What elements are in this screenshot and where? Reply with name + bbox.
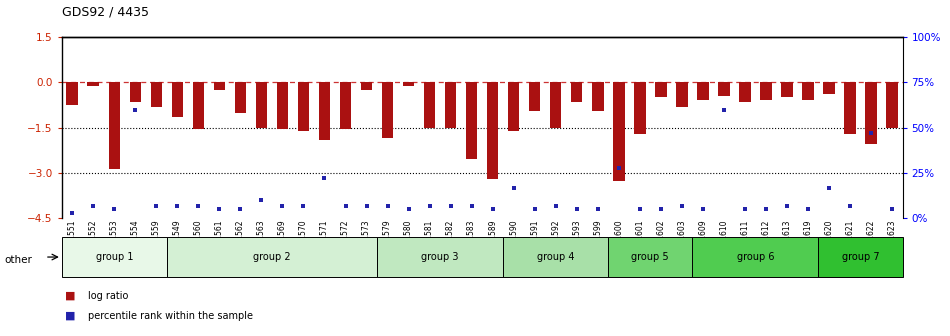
Bar — [676, 82, 688, 107]
Bar — [592, 82, 603, 111]
Text: group 2: group 2 — [253, 252, 291, 262]
Bar — [739, 82, 750, 102]
Bar — [504, 237, 608, 277]
Bar — [845, 82, 856, 134]
Bar — [172, 82, 183, 117]
Text: group 4: group 4 — [537, 252, 575, 262]
Bar — [235, 82, 246, 113]
Text: ■: ■ — [65, 311, 75, 321]
Text: other: other — [5, 255, 32, 265]
Bar — [167, 237, 377, 277]
Bar — [62, 237, 167, 277]
Bar — [193, 82, 204, 129]
Bar — [634, 82, 646, 134]
Text: group 3: group 3 — [422, 252, 459, 262]
Bar — [108, 82, 120, 169]
Bar — [823, 82, 835, 94]
Bar — [129, 82, 142, 102]
Bar — [340, 82, 352, 129]
Bar — [760, 82, 771, 100]
Bar — [256, 82, 267, 128]
Bar — [150, 82, 162, 107]
Bar — [818, 237, 902, 277]
Bar — [87, 82, 99, 86]
Bar — [718, 82, 730, 96]
Bar — [66, 82, 78, 105]
Bar — [865, 82, 877, 144]
Bar — [214, 82, 225, 90]
Bar — [508, 82, 520, 131]
Bar — [693, 237, 818, 277]
Bar — [466, 82, 478, 160]
Bar — [445, 82, 456, 128]
Bar — [424, 82, 435, 128]
Bar — [276, 82, 288, 129]
Text: percentile rank within the sample: percentile rank within the sample — [88, 311, 254, 321]
Bar — [802, 82, 814, 100]
Bar — [486, 82, 499, 179]
Bar — [377, 237, 504, 277]
Text: group 6: group 6 — [736, 252, 774, 262]
Text: group 1: group 1 — [96, 252, 133, 262]
Bar — [655, 82, 667, 97]
Bar — [613, 82, 624, 181]
Text: log ratio: log ratio — [88, 291, 128, 301]
Text: group 5: group 5 — [632, 252, 669, 262]
Bar — [529, 82, 541, 111]
Bar — [608, 237, 693, 277]
Bar — [886, 82, 898, 128]
Bar — [361, 82, 372, 90]
Bar — [382, 82, 393, 138]
Text: group 7: group 7 — [842, 252, 880, 262]
Bar — [550, 82, 561, 128]
Bar — [297, 82, 310, 131]
Bar — [571, 82, 582, 102]
Bar — [697, 82, 709, 100]
Text: GDS92 / 4435: GDS92 / 4435 — [62, 5, 149, 18]
Bar — [318, 82, 331, 140]
Bar — [403, 82, 414, 86]
Bar — [781, 82, 792, 97]
Text: ■: ■ — [65, 291, 75, 301]
